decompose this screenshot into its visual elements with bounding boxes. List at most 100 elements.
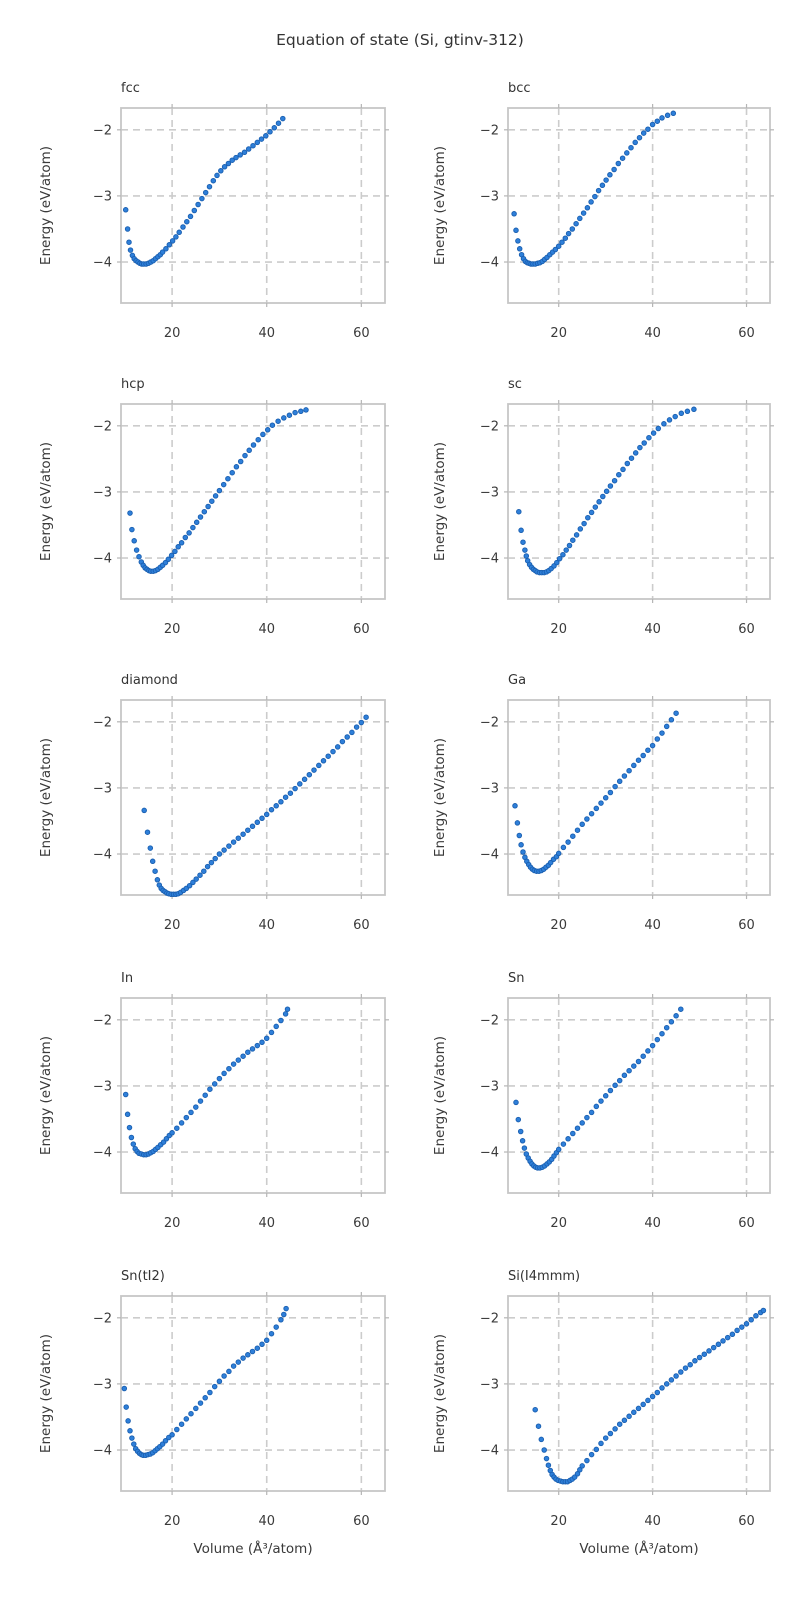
x-tick-label: 20 [550,918,567,933]
data-point [127,1428,133,1434]
data-point [193,1405,199,1412]
y-tick-label: −2 [480,123,499,138]
data-point [615,160,622,167]
x-tick-label: 40 [258,1216,275,1231]
y-tick-label: −3 [93,1377,112,1392]
y-axis-label: Energy (eV/atom) [38,1036,54,1155]
data-point [169,1432,175,1438]
points-layer [513,1006,684,1171]
data-point [632,450,639,456]
data-point [152,868,158,874]
data-point [632,139,638,146]
data-point [297,781,303,787]
data-point [237,458,244,465]
data-point [517,1128,524,1135]
y-tick-label: −4 [480,256,499,271]
points-layer [512,710,679,874]
plot-border [507,997,771,1194]
data-point [654,1036,661,1043]
data-point [163,1136,170,1142]
data-point [585,514,591,521]
x-tick-label: 60 [738,622,755,637]
data-point [602,1093,609,1099]
data-point [628,144,634,151]
data-point [620,466,626,473]
grid-layer [121,404,385,599]
data-point [286,412,293,418]
data-point [278,1017,284,1024]
data-point [602,795,609,801]
data-point [626,1413,632,1420]
data-point [636,134,643,141]
data-point [581,520,587,527]
data-point [176,229,182,236]
data-point [186,882,193,889]
data-point [173,234,179,240]
y-tick-label: −3 [480,781,499,796]
data-point [673,1013,679,1019]
data-point [580,210,587,216]
data-point [267,129,273,135]
data-point [182,534,189,541]
plot-border [120,107,386,304]
data-point [624,150,630,156]
x-axis-label: Volume (Å³/atom) [579,1540,698,1557]
grid-layer [508,1296,770,1491]
data-point [245,827,251,833]
data-point [654,118,661,124]
y-tick-label: −2 [93,419,112,434]
ticks-layer [504,994,774,1197]
ticks-layer [504,696,774,899]
data-point [204,863,211,870]
data-point [692,1358,698,1364]
y-axis-label: Energy (eV/atom) [432,442,448,561]
y-tick-label: −2 [480,1311,499,1326]
data-point [264,427,271,433]
x-tick-label: 60 [353,1514,370,1529]
data-point [175,544,181,550]
data-point [670,110,677,117]
data-point [172,548,178,555]
data-point [242,452,248,459]
data-point [598,1098,604,1104]
data-point [235,1057,242,1063]
y-tick-label: −3 [93,1079,112,1094]
y-tick-label: −4 [480,1146,499,1161]
x-tick-label: 20 [550,1514,567,1529]
data-point [214,172,220,179]
subplot-sn: Sn 20 40 60 −2 −3 −4 Energy (eV/atom) [432,971,774,1231]
data-point [205,503,211,510]
data-point [743,1321,750,1327]
data-point [207,1389,213,1396]
data-point [130,1141,137,1147]
data-point [612,1426,618,1432]
data-point [254,1345,261,1351]
y-tick-label: −4 [93,552,112,567]
x-tick-label: 20 [164,1216,181,1231]
data-point [358,719,365,726]
y-tick-label: −2 [93,1311,112,1326]
data-point [218,168,224,174]
data-point [654,736,661,742]
data-point [159,1441,166,1447]
data-point [207,1086,213,1092]
data-point [663,1381,670,1387]
data-point [560,551,566,558]
data-point [659,730,665,736]
x-tick-label: 60 [353,918,370,933]
grid-layer [121,700,385,895]
y-axis-label: Energy (eV/atom) [38,442,54,561]
data-point [535,1423,542,1429]
data-point [123,1404,129,1410]
data-point [739,1324,745,1330]
data-point [720,1338,726,1344]
data-point [311,767,317,773]
data-point [577,1467,583,1473]
y-tick-label: −2 [480,1013,499,1028]
data-point [663,723,670,730]
data-point [706,1348,712,1354]
data-point [559,239,565,245]
data-point [235,835,242,841]
data-point [186,530,192,536]
data-point [659,1385,665,1391]
